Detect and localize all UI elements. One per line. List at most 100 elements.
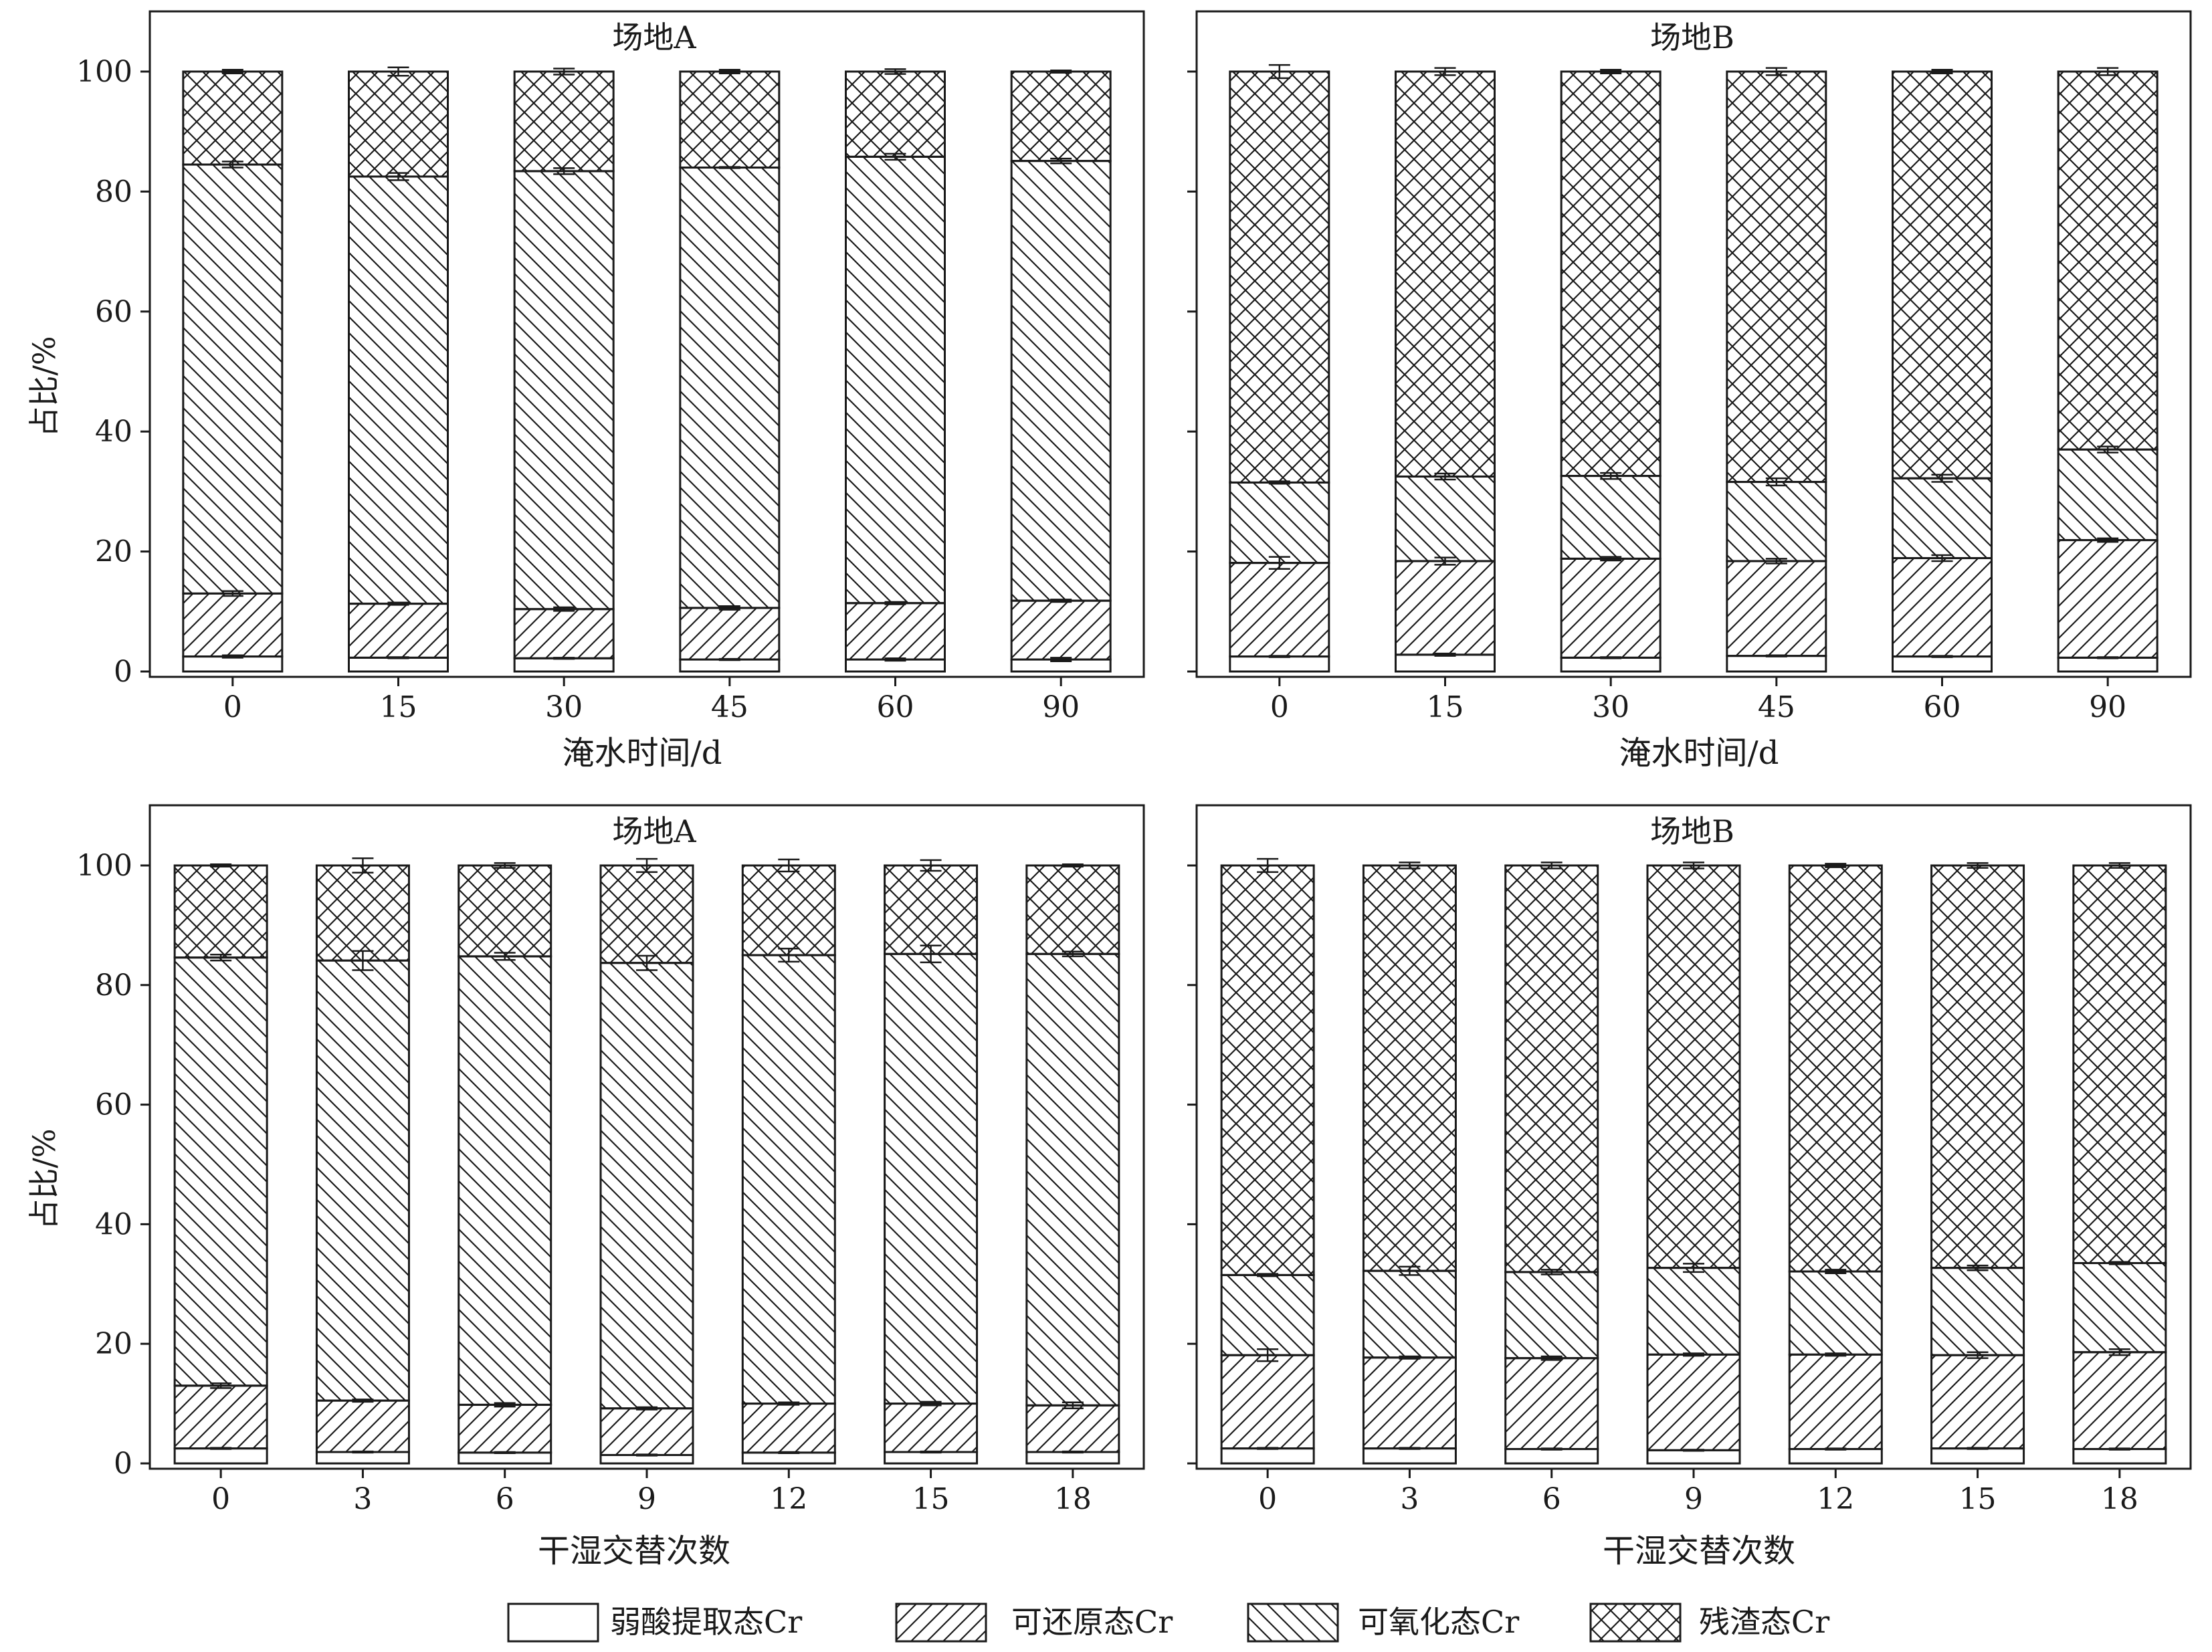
x-axis: 0 15 30 45 60 90 — [223, 677, 1080, 724]
y-tick-label: 40 — [95, 415, 132, 449]
error-bar — [1765, 558, 1787, 564]
error-bar — [884, 657, 906, 662]
error-bar — [1967, 1351, 1989, 1359]
bar-segment-weak-acid — [1395, 653, 1496, 673]
error-bar — [1257, 857, 1279, 873]
plot-frame — [1195, 10, 2192, 678]
x-tick-label: 12 — [770, 1482, 807, 1516]
error-bar — [1967, 862, 1989, 869]
error-bar — [636, 1406, 658, 1411]
y-axis — [1187, 70, 1197, 673]
legend-label-residual: 残渣态Cr — [1699, 1604, 1829, 1640]
x-tick-label: 0 — [223, 690, 242, 724]
y-tick-label: 100 — [76, 55, 132, 89]
error-bar — [1825, 863, 1847, 868]
error-bar — [1399, 1355, 1421, 1360]
error-bar — [553, 68, 575, 76]
y-tick-label: 60 — [95, 295, 132, 329]
y-axis-label: 占比/% — [26, 336, 62, 437]
bar-segment-reducible — [173, 1384, 268, 1450]
y-axis-label: 占比/% — [26, 1128, 62, 1229]
x-tick-label: 45 — [1758, 690, 1795, 724]
error-bar — [210, 953, 232, 962]
bar-segment-oxidizable — [173, 956, 268, 1387]
legend-swatch-weak-acid — [507, 1603, 599, 1643]
error-bar — [553, 167, 575, 175]
bar-segment-weak-acid — [315, 1451, 410, 1465]
error-bar — [1434, 472, 1456, 481]
x-tick-label: 90 — [1042, 690, 1080, 724]
bar-segment-reducible — [1646, 1353, 1741, 1451]
bar-segment-weak-acid — [2072, 1448, 2167, 1465]
x-tick-label: 6 — [496, 1482, 514, 1516]
error-bar — [1683, 1449, 1704, 1452]
error-bar — [1765, 654, 1787, 657]
error-bar — [2097, 67, 2119, 76]
error-bar — [2097, 445, 2119, 453]
legend-label-oxidizable: 可氧化态Cr — [1358, 1604, 1519, 1640]
panel-title: 场地A — [612, 813, 696, 849]
error-bar — [1268, 655, 1290, 658]
x-tick-label: 60 — [877, 690, 914, 724]
bar-segment-weak-acid — [1892, 655, 1993, 673]
x-axis-label: 淹水时间/d — [1619, 734, 1779, 772]
bar-segment-residual — [1229, 70, 1330, 484]
legend-label-weak-acid: 弱酸提取态Cr — [610, 1604, 802, 1640]
bar-segment-residual — [1025, 864, 1120, 955]
bar-segment-weak-acid — [1726, 655, 1827, 673]
error-bar — [1540, 861, 1563, 869]
y-tick-label: 100 — [76, 849, 132, 883]
x-tick-label: 15 — [1427, 690, 1464, 724]
bar-segment-residual — [1220, 864, 1315, 1276]
bar-segment-residual — [599, 864, 694, 964]
bar-segment-residual — [1646, 864, 1741, 1269]
error-bar — [387, 172, 409, 181]
error-bar — [1062, 1401, 1084, 1410]
bar-segment-weak-acid — [458, 1451, 552, 1465]
bar-segment-reducible — [1560, 557, 1662, 659]
error-bar — [1257, 1447, 1279, 1450]
bar-segment-reducible — [1025, 1404, 1120, 1453]
bar-segment-oxidizable — [1560, 475, 1662, 560]
error-bar — [2108, 862, 2130, 869]
error-bar — [1931, 655, 1953, 658]
error-bar — [1268, 480, 1290, 485]
bar-segment-weak-acid — [1930, 1447, 2025, 1465]
bar-segment-weak-acid — [1788, 1448, 1883, 1465]
error-bar — [1600, 472, 1622, 480]
bar-segment-oxidizable — [1892, 477, 1993, 559]
y-tick-label: 20 — [95, 1327, 132, 1361]
error-bar — [1540, 1269, 1563, 1275]
error-bar — [221, 69, 243, 74]
error-bar — [221, 161, 243, 169]
panel-flooding-site-a: 场地A 0 20 40 60 80 100 0 15 30 45 60 90 淹水时间/d 占比/% — [26, 10, 1145, 772]
error-bar — [1600, 656, 1622, 659]
plot-frame — [148, 10, 1145, 678]
bar-segment-reducible — [599, 1407, 694, 1456]
error-bar — [352, 857, 374, 873]
error-bar — [1257, 1348, 1279, 1362]
bar-segment-residual — [1010, 70, 1112, 163]
error-bar — [1967, 1447, 1989, 1450]
legend-swatch-residual — [1589, 1603, 1682, 1643]
error-bar — [1931, 554, 1953, 562]
bar-segment-oxidizable — [1220, 1273, 1315, 1356]
bar-segment-reducible — [1220, 1354, 1315, 1450]
error-bar — [1683, 1263, 1704, 1273]
y-tick-label: 20 — [95, 535, 132, 569]
panel-flooding-site-b: 场地B 0 15 30 45 60 90 淹水时间/d — [1187, 10, 2192, 772]
x-axis-label: 干湿交替次数 — [538, 1532, 730, 1570]
bar-segment-reducible — [1504, 1357, 1599, 1451]
bar-segment-reducible — [2057, 539, 2158, 659]
bar-segment-reducible — [884, 1403, 979, 1453]
bar-marks — [1229, 64, 2158, 673]
error-bar — [920, 859, 942, 872]
bar-segment-oxidizable — [182, 163, 284, 595]
error-bar — [778, 1451, 800, 1455]
bar-segment-weak-acid — [1560, 656, 1662, 673]
bar-segment-weak-acid — [1646, 1449, 1741, 1465]
bar-segment-oxidizable — [348, 175, 449, 605]
error-bar — [352, 1450, 374, 1454]
bar-segment-oxidizable — [2072, 1262, 2167, 1354]
